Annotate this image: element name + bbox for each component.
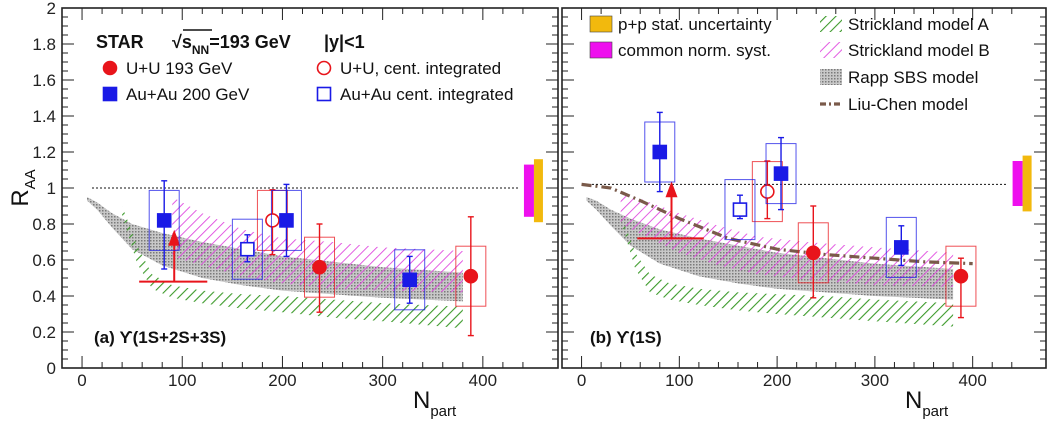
data-point — [156, 213, 172, 228]
strickland-a-band — [122, 206, 463, 329]
y-tick-label: 0.8 — [32, 215, 56, 234]
legend-label: p+p stat. uncertainty — [618, 15, 772, 34]
legend-marker — [589, 41, 613, 59]
y-tick-label: 1.2 — [32, 143, 56, 162]
x-tick-label: 200 — [763, 371, 791, 390]
x-tick-label: 0 — [77, 371, 86, 390]
legend-marker — [820, 42, 842, 58]
strickland-b-band — [620, 191, 954, 287]
y-tick-label: 0 — [47, 359, 56, 378]
panel-a-ylabel: RAA — [7, 169, 39, 206]
x-tick-label: 300 — [861, 371, 889, 390]
data-point — [279, 213, 294, 228]
panel-a-plot: 0 100 200 300 400 0 0.2 0.4 0.6 0.8 1 1.2 1.4 1.6 1.8 2 — [32, 0, 558, 390]
legend-label: U+U, cent. integrated — [340, 59, 501, 78]
y-tick-label: 1.4 — [32, 107, 56, 126]
data-point — [953, 268, 969, 284]
norm-syst-box — [523, 164, 534, 217]
panel-a-title: STAR — [96, 32, 144, 52]
legend-marker — [820, 16, 842, 32]
data-point — [463, 268, 479, 284]
legend-label: Strickland model B — [848, 41, 990, 60]
x-tick-label: 100 — [665, 371, 693, 390]
data-point — [893, 240, 909, 255]
y-tick-label: 0.2 — [32, 323, 56, 342]
y-tick-label: 2 — [47, 0, 56, 18]
legend-label: Au+Au 200 GeV — [126, 85, 250, 104]
legend-marker — [589, 15, 613, 33]
y-tick-label: 0.4 — [32, 287, 56, 306]
y-tick-label: 1.8 — [32, 35, 56, 54]
data-point — [760, 184, 775, 199]
upper-limit-arrow — [168, 229, 181, 246]
y-tick-label: 0.6 — [32, 251, 56, 270]
panel-a-label: (a) ϒ(1S+2S+3S) — [94, 328, 226, 347]
legend-marker — [102, 86, 118, 102]
panel-b: 0 100 200 300 400 Npart (b) ϒ(1S) — [561, 7, 1047, 420]
legend-marker — [820, 69, 842, 85]
pp-stat-box — [1022, 155, 1032, 212]
data-point — [732, 202, 748, 217]
x-tick-label: 300 — [368, 371, 396, 390]
panel-b-xlabel: Npart — [905, 387, 949, 420]
panel-b-label: (b) ϒ(1S) — [590, 328, 662, 347]
legend-a: U+U 193 GeV U+U, cent. integrated Au+Au 20… — [102, 59, 513, 104]
liu-chen-curve — [581, 182, 973, 266]
syst-box — [231, 218, 263, 280]
data-point — [652, 144, 668, 160]
syst-box — [885, 216, 917, 278]
norm-syst-box — [1012, 161, 1023, 206]
syst-box — [394, 249, 426, 311]
data-point — [773, 166, 789, 181]
panel-b-plot: 0 100 200 300 400 — [562, 7, 1046, 390]
upper-limit-arrow — [665, 181, 678, 198]
strickland-a-band — [620, 213, 954, 327]
data-point — [265, 213, 280, 228]
panel-a-rapidity: |y|<1 — [324, 32, 365, 52]
data-point — [240, 241, 255, 257]
panel-a: 0 100 200 300 400 0 0.2 0.4 0.6 0.8 1 1.2 1.4 1.6 1.8 2… — [7, 0, 559, 420]
y-tick-label: 1.6 — [32, 71, 56, 90]
legend-label: Strickland model A — [848, 15, 989, 34]
y-tick-label: 1 — [47, 179, 56, 198]
data-point — [402, 272, 418, 288]
data-point — [312, 259, 327, 275]
panel-a-xlabel: Npart — [413, 387, 457, 420]
strickland-b-band — [172, 197, 463, 293]
data-point — [805, 245, 821, 261]
legend-label: common norm. syst. — [618, 41, 771, 60]
pp-stat-box — [533, 159, 543, 223]
x-tick-label: 0 — [577, 371, 586, 390]
legend-marker — [316, 86, 332, 102]
syst-box — [724, 179, 756, 241]
x-tick-label: 200 — [268, 371, 296, 390]
legend-marker — [316, 60, 332, 76]
legend-b: p+p stat. uncertainty common norm. syst. S… — [589, 15, 990, 114]
legend-marker — [102, 60, 118, 76]
x-tick-label: 400 — [958, 371, 986, 390]
x-tick-label: 400 — [469, 371, 497, 390]
x-tick-label: 100 — [168, 371, 196, 390]
legend-label: Liu-Chen model — [848, 95, 968, 114]
legend-label: U+U 193 GeV — [126, 59, 233, 78]
legend-label: Rapp SBS model — [848, 68, 978, 87]
panel-a-energy: √sNN=193 GeV — [172, 32, 291, 57]
legend-label: Au+Au cent. integrated — [340, 85, 513, 104]
